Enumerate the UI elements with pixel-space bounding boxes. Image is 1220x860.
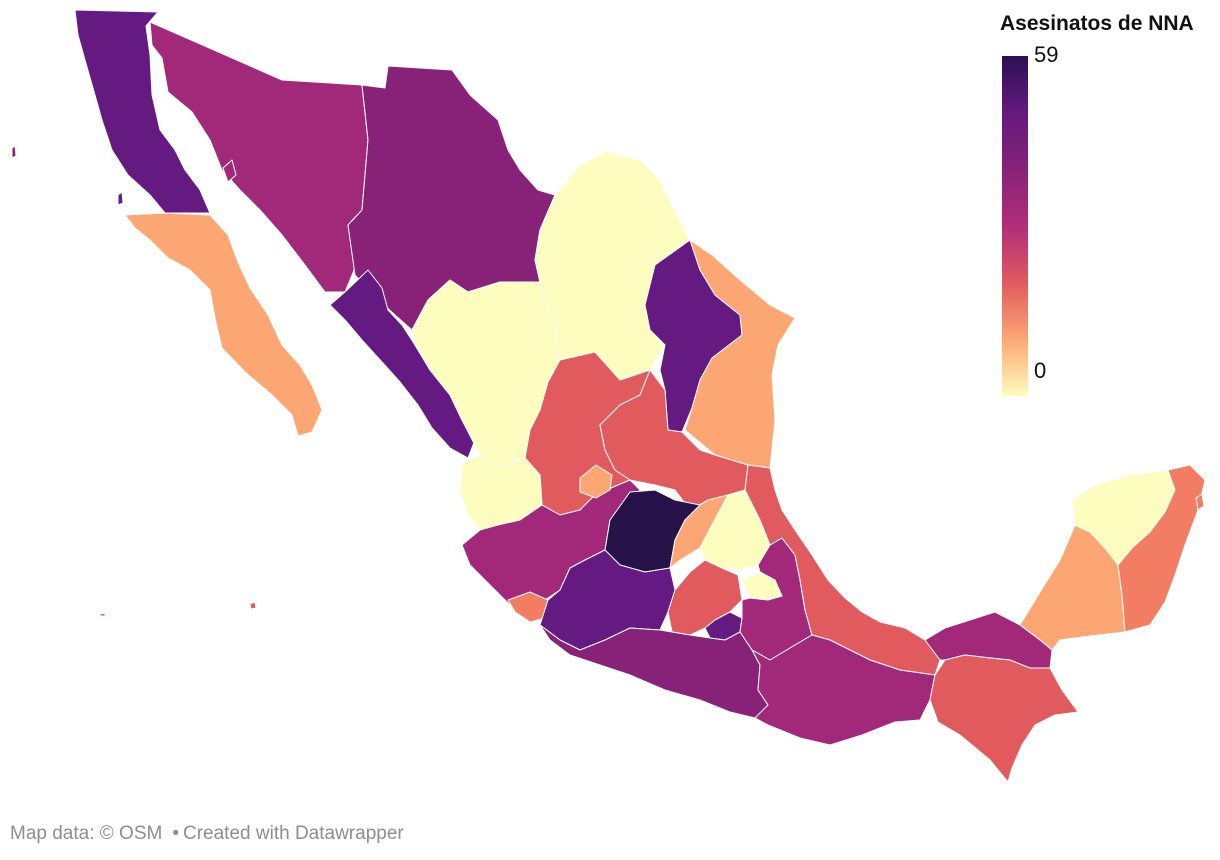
state-sinaloa[interactable]: [329, 269, 476, 459]
legend-min-label: 0: [1034, 358, 1047, 383]
island-cozumel: [1195, 493, 1205, 511]
island-cedros: [117, 191, 124, 206]
island-clarion: [99, 612, 106, 617]
attribution-footer: Map data: © OSM • Created with Datawrapper: [10, 823, 404, 845]
island-tiburon: [222, 159, 237, 183]
legend-color-ramp: [1002, 56, 1028, 396]
created-with-credit: Created with Datawrapper: [183, 823, 404, 844]
state-baja-california-sur[interactable]: [124, 212, 323, 437]
state-aguascalientes[interactable]: [579, 464, 613, 499]
state-queretaro[interactable]: [669, 494, 729, 569]
legend-max-label: 59: [1034, 42, 1059, 67]
island-guadalupe: [11, 145, 17, 159]
state-chiapas[interactable]: [929, 654, 1079, 783]
island-revillagigedo: [249, 601, 257, 610]
legend-title: Asesinatos de NNA: [1000, 12, 1194, 35]
footer-separator: •: [172, 823, 179, 844]
map-data-credit: Map data: © OSM: [10, 823, 163, 844]
color-legend: Asesinatos de NNA 59 0: [1000, 12, 1215, 396]
state-oaxaca[interactable]: [751, 634, 936, 746]
state-baja-california[interactable]: [74, 9, 211, 214]
